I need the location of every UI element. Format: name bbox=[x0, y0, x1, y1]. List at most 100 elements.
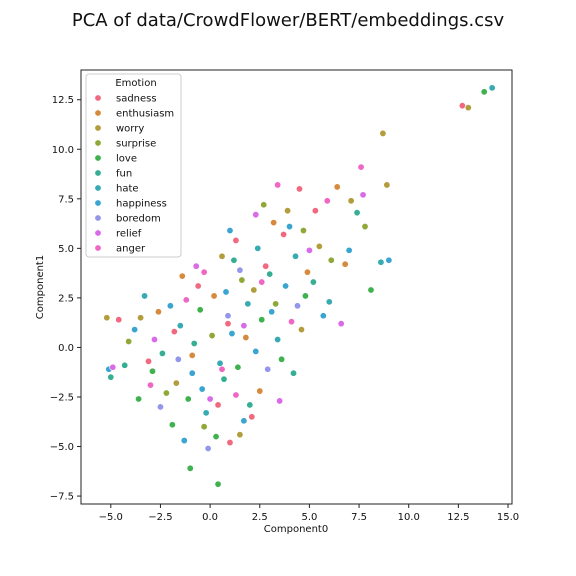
data-point bbox=[228, 330, 236, 338]
data-point bbox=[170, 328, 178, 336]
data-point bbox=[214, 401, 222, 409]
data-point bbox=[256, 387, 264, 395]
data-point bbox=[305, 246, 313, 254]
x-tick-label: 10.0 bbox=[398, 512, 420, 523]
data-point bbox=[262, 262, 270, 270]
data-point bbox=[202, 409, 210, 417]
data-point bbox=[141, 292, 149, 300]
data-point bbox=[194, 282, 202, 290]
data-point bbox=[212, 433, 220, 441]
data-point bbox=[198, 385, 206, 393]
data-point bbox=[236, 266, 244, 274]
data-point bbox=[206, 395, 214, 403]
data-point bbox=[325, 298, 333, 306]
data-point bbox=[301, 292, 309, 300]
data-point bbox=[184, 395, 192, 403]
legend-marker bbox=[94, 169, 102, 177]
data-point bbox=[292, 252, 300, 260]
data-point bbox=[327, 256, 335, 264]
y-tick-label: 5.0 bbox=[58, 244, 74, 255]
data-point bbox=[359, 191, 367, 199]
legend: Emotion sadness enthusiasm worry surprise lo… bbox=[85, 73, 182, 258]
data-point bbox=[109, 363, 117, 371]
x-axis: −5.0 −2.5 0.0 2.5 5.0 7.5 10.0 12.5 15.0 bbox=[99, 504, 519, 523]
data-point bbox=[250, 286, 258, 294]
data-point bbox=[268, 308, 276, 316]
data-point bbox=[323, 197, 331, 205]
data-point bbox=[288, 318, 296, 326]
legend-label: relief bbox=[116, 229, 142, 240]
x-tick-label: 2.5 bbox=[252, 512, 268, 523]
data-point bbox=[135, 395, 143, 403]
x-tick-label: 15.0 bbox=[497, 512, 519, 523]
data-point bbox=[210, 292, 218, 300]
y-tick-label: 7.5 bbox=[58, 194, 74, 205]
y-tick-label: 12.5 bbox=[52, 95, 74, 106]
data-point bbox=[208, 332, 216, 340]
data-point bbox=[345, 246, 353, 254]
data-point bbox=[147, 381, 155, 389]
x-axis-label: Component0 bbox=[264, 524, 328, 535]
y-tick-label: 10.0 bbox=[52, 145, 74, 156]
legend-marker bbox=[94, 139, 102, 147]
data-point bbox=[315, 242, 323, 250]
x-tick-label: 0.0 bbox=[202, 512, 218, 523]
data-point bbox=[236, 431, 244, 439]
data-point bbox=[258, 316, 266, 324]
data-point bbox=[264, 365, 272, 373]
data-point bbox=[188, 351, 196, 359]
data-point bbox=[154, 308, 162, 316]
data-point bbox=[353, 209, 361, 217]
data-point bbox=[224, 312, 232, 320]
points-layer bbox=[103, 84, 496, 488]
data-point bbox=[244, 300, 252, 308]
data-point bbox=[103, 314, 111, 322]
data-point bbox=[137, 314, 145, 322]
data-point bbox=[295, 185, 303, 193]
legend-marker bbox=[94, 184, 102, 192]
x-tick-label: 7.5 bbox=[351, 512, 367, 523]
x-tick-label: 12.5 bbox=[447, 512, 469, 523]
data-point bbox=[303, 268, 311, 276]
data-point bbox=[218, 252, 226, 260]
data-point bbox=[222, 288, 230, 296]
data-point bbox=[337, 320, 345, 328]
data-point bbox=[162, 389, 170, 397]
data-point bbox=[131, 326, 139, 334]
data-point bbox=[274, 336, 282, 344]
data-point bbox=[232, 391, 240, 399]
data-point bbox=[319, 312, 327, 320]
legend-marker bbox=[94, 94, 102, 102]
chart-title: PCA of data/CrowdFlower/BERT/embeddings.… bbox=[72, 10, 505, 31]
data-point bbox=[379, 129, 387, 137]
data-point bbox=[311, 207, 319, 215]
data-point bbox=[218, 365, 226, 373]
x-tick-label: −2.5 bbox=[148, 512, 172, 523]
data-point bbox=[168, 421, 176, 429]
data-point bbox=[309, 278, 317, 286]
data-point bbox=[361, 223, 369, 231]
legend-label: hate bbox=[116, 184, 139, 195]
legend-marker bbox=[94, 154, 102, 162]
data-point bbox=[176, 322, 184, 330]
x-tick-label: 5.0 bbox=[301, 512, 317, 523]
data-point bbox=[276, 397, 284, 405]
data-point bbox=[299, 227, 307, 235]
legend-box bbox=[85, 73, 182, 258]
data-point bbox=[272, 300, 280, 308]
data-point bbox=[107, 373, 115, 381]
data-point bbox=[488, 84, 496, 92]
data-point bbox=[214, 480, 222, 488]
legend-label: boredom bbox=[116, 214, 161, 225]
data-point bbox=[216, 359, 224, 367]
data-point bbox=[190, 339, 198, 347]
data-point bbox=[385, 256, 393, 264]
y-tick-label: −2.5 bbox=[50, 392, 74, 403]
legend-label: happiness bbox=[116, 199, 167, 210]
legend-marker bbox=[94, 109, 102, 117]
data-point bbox=[357, 163, 365, 171]
y-axis-label: Component1 bbox=[35, 255, 46, 319]
data-point bbox=[246, 401, 254, 409]
data-point bbox=[293, 302, 301, 310]
data-point bbox=[248, 413, 256, 421]
